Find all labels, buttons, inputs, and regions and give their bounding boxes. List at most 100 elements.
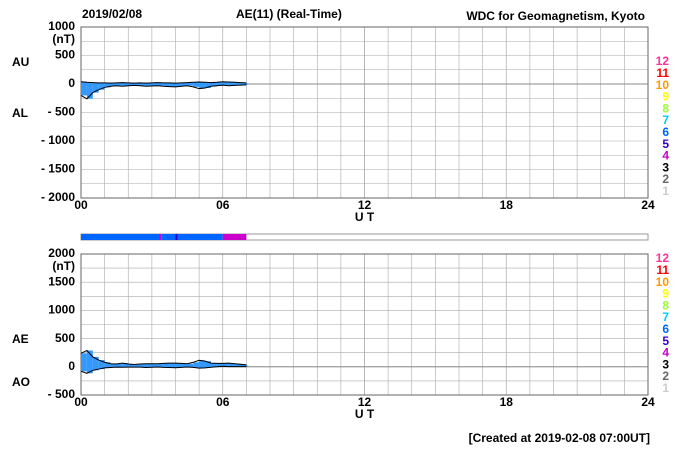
band-fill xyxy=(187,363,194,367)
y-tick-label: 1500 xyxy=(48,274,75,288)
band-fill xyxy=(92,356,99,371)
band-fill xyxy=(246,82,248,85)
series-line xyxy=(80,349,247,366)
band-fill xyxy=(175,83,182,87)
x-tick-label: 06 xyxy=(216,395,230,409)
x-tick-label: 00 xyxy=(74,198,88,212)
band-fill xyxy=(134,364,141,368)
level-label: 12 xyxy=(656,251,670,265)
level-label: 10 xyxy=(656,275,670,289)
x-tick-label: 12 xyxy=(358,198,372,212)
band-fill xyxy=(234,363,241,367)
band-fill xyxy=(210,363,217,368)
y-tick-label: - 500 xyxy=(48,105,76,119)
level-label: 7 xyxy=(662,113,669,127)
band-fill xyxy=(86,350,93,374)
y-tick-label: - 2000 xyxy=(41,190,75,204)
x-tick-label: 12 xyxy=(358,395,372,409)
x-label: U T xyxy=(355,407,375,421)
band-fill xyxy=(228,363,235,367)
band-fill xyxy=(169,82,176,87)
band-fill xyxy=(110,83,117,87)
band-fill xyxy=(240,364,247,367)
level-label: 1 xyxy=(662,184,669,198)
y-unit: (nT) xyxy=(52,32,75,46)
band-fill xyxy=(140,363,146,368)
level-label: 5 xyxy=(662,334,669,348)
station-bar-segment xyxy=(158,234,162,240)
level-label: 8 xyxy=(662,298,669,312)
band-fill xyxy=(175,363,182,368)
band-fill xyxy=(193,82,200,87)
band-fill xyxy=(222,363,229,367)
x-tick-label: 06 xyxy=(216,198,230,212)
level-label: 10 xyxy=(656,78,670,92)
series-name: AE xyxy=(12,332,29,346)
level-label: 11 xyxy=(656,263,669,277)
station-bar-segment xyxy=(177,234,223,240)
y-tick-label: 0 xyxy=(68,359,75,373)
band-fill xyxy=(216,82,223,86)
x-tick-label: 18 xyxy=(500,395,514,409)
y-tick-label: 1000 xyxy=(48,19,75,33)
date: 2019/02/08 xyxy=(82,7,142,21)
level-label: 6 xyxy=(662,322,669,336)
band-fill xyxy=(98,360,105,370)
band-fill xyxy=(157,82,164,86)
band-fill xyxy=(122,82,129,87)
plot-frame xyxy=(80,26,649,199)
y-tick-label: 500 xyxy=(55,331,75,345)
level-label: 4 xyxy=(662,346,669,360)
plot-frame xyxy=(80,253,649,396)
title: AE(11) (Real-Time) xyxy=(236,7,342,21)
series-line xyxy=(80,365,247,374)
level-label: 9 xyxy=(662,287,669,301)
band-fill xyxy=(199,360,206,369)
band-fill xyxy=(163,82,170,87)
band-fill xyxy=(240,82,247,86)
band-fill xyxy=(169,363,176,368)
band-fill xyxy=(98,82,105,90)
level-label: 4 xyxy=(662,149,669,163)
band-fill xyxy=(116,82,123,86)
station-bar-segment xyxy=(161,234,176,240)
x-label: U T xyxy=(355,210,375,224)
station-bar-segment xyxy=(222,234,247,240)
band-fill xyxy=(210,82,217,87)
band-fill xyxy=(199,82,206,89)
footer: [Created at 2019-02-08 07:00UT] xyxy=(469,431,650,445)
level-label: 9 xyxy=(662,90,669,104)
y-unit: (nT) xyxy=(52,259,75,273)
level-label: 5 xyxy=(662,137,669,151)
band-fill xyxy=(157,363,164,367)
y-tick-label: 0 xyxy=(68,76,75,90)
band-fill xyxy=(151,82,158,86)
band-fill xyxy=(222,81,229,86)
series-line xyxy=(80,81,247,84)
level-label: 2 xyxy=(662,172,669,186)
x-tick-label: 24 xyxy=(641,395,655,409)
band-fill xyxy=(140,82,146,86)
band-fill xyxy=(81,81,87,96)
series-name: AL xyxy=(12,106,28,120)
station-bar-segment xyxy=(175,234,178,240)
band-fill xyxy=(151,363,158,368)
level-label: 7 xyxy=(662,310,669,324)
band-fill xyxy=(181,363,188,368)
level-label: 8 xyxy=(662,101,669,115)
band-fill xyxy=(116,363,123,368)
x-tick-label: 00 xyxy=(74,395,88,409)
x-tick-label: 24 xyxy=(641,198,655,212)
band-fill xyxy=(86,82,93,99)
band-fill xyxy=(145,83,152,87)
series-line xyxy=(80,84,247,100)
band-fill xyxy=(110,363,117,368)
band-fill xyxy=(145,363,152,368)
band-fill xyxy=(134,83,141,86)
x-tick-label: 18 xyxy=(500,198,514,212)
y-tick-label: - 500 xyxy=(48,387,76,401)
band-fill xyxy=(228,82,235,86)
level-label: 6 xyxy=(662,125,669,139)
band-fill xyxy=(122,363,129,368)
